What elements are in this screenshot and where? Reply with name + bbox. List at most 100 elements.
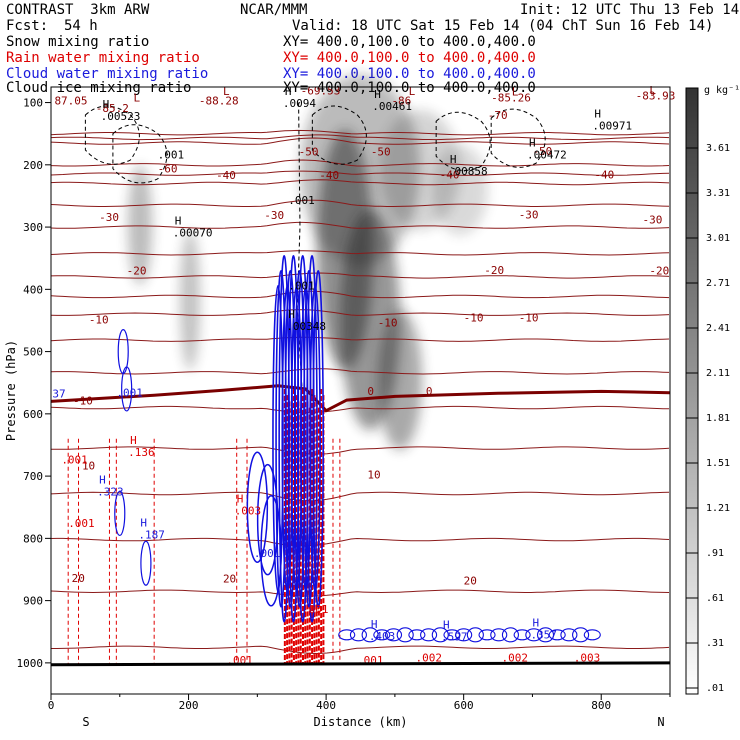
max-marker: H [140,516,147,529]
temperature-contours [50,102,671,655]
contour-label: 0 [426,385,433,398]
isotherm-line [50,137,670,145]
max-marker-value: .00472 [527,149,567,162]
contour-value-label: 37 [52,388,65,401]
x-end-label-right: N [657,715,664,729]
snow-shade-plume [378,310,422,450]
max-marker: H [285,85,292,98]
y-tick-label: 700 [23,470,43,483]
max-marker: H [371,618,378,631]
low-marker: L [223,85,230,98]
contour-label: -50 [299,145,319,158]
contour-value-label: .001 [158,149,185,162]
colorbar-tick-label: 3.01 [706,233,730,244]
cloud-water-contour [478,629,496,641]
colorbar-tick-label: 3.61 [706,143,730,154]
contour-label: -20 [484,264,504,277]
cloud-water-contour [466,627,484,643]
contour-label: 10 [367,469,380,482]
cloud-water-contour [312,269,325,608]
forecast-hours: 54 h [64,18,98,34]
cloud-water-contour [420,628,438,642]
cloud-water-contour [384,628,403,642]
max-marker-value: .00858 [448,165,488,178]
cloud-water-contour [140,540,152,586]
contour-label: 20 [223,573,236,586]
cloud-water-contour [246,451,269,563]
cloud-water-contour [490,628,508,642]
isotherm-line [50,272,670,279]
plot-frame [50,86,671,695]
colorbar-tick-label: 2.11 [706,368,730,379]
cloud-water-contour [121,366,133,412]
y-tick-label: 300 [23,221,43,234]
isotherm-line [50,491,670,502]
forecast-label: Fcst: [6,18,49,34]
field-name-rain: Rain water mixing ratio [6,50,200,66]
cloud-ice-contour [435,111,491,171]
cloud-water-contour [114,490,126,537]
precip-contours [67,254,601,665]
cloud-water-contour [260,495,282,607]
contour-label: -10 [464,312,484,325]
y-tick-label: 400 [23,283,43,296]
valid-time: Valid: 18 UTC Sat 15 Feb 14 (04 ChT Sun … [292,18,714,34]
snow-shade-plume [180,230,200,370]
contour-label: 20 [72,572,85,585]
freezing-level-line [50,384,671,413]
max-marker: H [103,98,110,111]
contour-label: -30 [519,208,539,221]
max-marker: H [443,618,450,631]
isotherm-line [51,645,670,655]
isotherm-line [50,170,670,176]
organization-label: NCAR/MMM [240,2,308,18]
isotherm-line [50,134,670,141]
cloud-water-contour [431,627,449,643]
isotherm-line [50,199,670,207]
isotherm-line [50,221,670,229]
colorbar-tick-label: 3.31 [706,188,730,199]
cloud-water-contour [455,628,473,642]
max-marker: H [237,493,244,506]
x-tick-label: 800 [591,699,611,712]
surface-line [50,661,671,667]
max-marker-value: .00523 [101,110,141,123]
cloud-water-contour [349,628,367,642]
max-marker-value: .187 [138,528,165,541]
contour-value-label: .001 [68,517,95,530]
contour-label: -20 [649,264,669,277]
cloud-water-contour [443,629,461,641]
isotherm-line [50,290,670,299]
contour-value-label: .001 [288,194,315,207]
contour-value-label: .002 [501,652,528,665]
cloud-ice-contour [84,105,140,165]
cloud-water-contour [513,629,531,641]
colorbar-units: g kg⁻¹ [704,85,740,96]
max-marker: H [532,617,539,630]
max-marker-value: .00461 [372,100,412,113]
y-axis-title: Pressure (hPa) [4,340,18,441]
model-title: CONTRAST 3km ARW [6,2,150,18]
contour-label: 87.05 [54,94,87,107]
cloud-ice-contour [311,105,367,165]
cloud-water-contour [572,627,590,643]
colorbar-tick-label: 1.51 [706,458,730,469]
max-marker: H [130,434,137,447]
max-marker: H [175,214,182,227]
contour-label: -60 [158,162,178,175]
max-marker: H [99,473,106,486]
contour-label: -85.26 [491,91,531,104]
y-tick-label: 800 [23,532,43,545]
contour-label: -69.53 [301,84,341,97]
field-name-cloud-ice: Cloud ice mixing ratio [6,80,192,96]
y-tick-label: 900 [23,595,43,608]
max-marker: H [529,137,536,150]
field-name-snow: Snow mixing ratio [6,34,150,50]
cloud-water-contour [560,628,578,642]
cloud-water-contour [501,627,519,643]
max-marker-value: .00070 [173,226,213,239]
colorbar-tick-label: 2.41 [706,323,730,334]
isotherm-line [50,589,670,597]
contour-label: -70 [488,109,508,122]
